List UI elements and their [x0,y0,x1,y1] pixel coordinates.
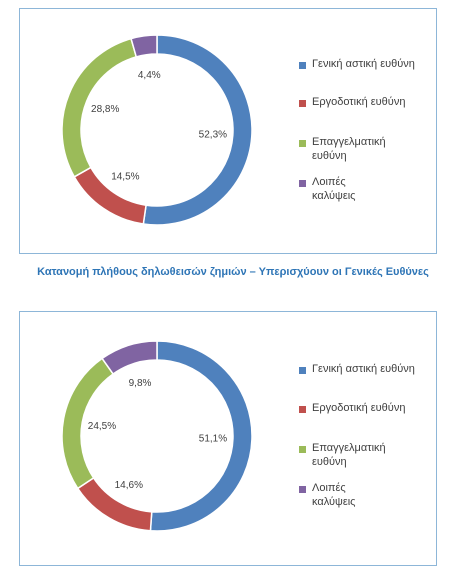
legend-item: Επαγγελματική ευθύνη [299,135,430,163]
slice-data-label: 51,1% [199,433,227,444]
legend-swatch [299,140,306,147]
slice-data-label: 9,8% [129,378,152,389]
legend-item: Γενική αστική ευθύνη [299,362,430,376]
legend-label-line: Επαγγελματική [312,442,386,454]
legend-swatch [299,446,306,453]
chart-caption: Κατανομή πλήθους δηλωθεισών ζημιών – Υπε… [37,266,429,278]
legend-label: Εργοδοτική ευθύνη [312,401,430,415]
legend-item: Λοιπές καλύψεις [299,175,430,203]
slice-data-label: 52,3% [199,130,227,141]
legend-label: Εργοδοτική ευθύνη [312,95,430,109]
legend-label-line: Λοιπές [312,176,346,188]
legend-label-line: Εργοδοτική ευθύνη [312,402,406,414]
legend-label-line: Επαγγελματική [312,136,386,148]
legend-label: Λοιπές καλύψεις [312,175,430,203]
legend-label-line: ευθύνη [312,150,347,162]
slice-data-label: 28,8% [91,104,119,115]
legend-item: Επαγγελματική ευθύνη [299,441,430,469]
donut-slice [101,340,158,376]
legend-label-line: καλύψεις [312,190,356,202]
legend-label-line: Γενική αστική ευθύνη [312,363,415,375]
legend-label-line: ευθύνη [312,456,347,468]
legend-swatch [299,486,306,493]
legend-item: Εργοδοτική ευθύνη [299,95,430,109]
legend-swatch [299,367,306,374]
legend-item: Γενική αστική ευθύνη [299,57,430,71]
legend-label-line: Λοιπές [312,482,346,494]
slice-data-label: 4,4% [138,70,161,81]
legend-label-line: Εργοδοτική ευθύνη [312,96,406,108]
slice-data-label: 14,6% [115,480,143,491]
legend-label-line: καλύψεις [312,496,356,508]
chart-panel-2: 51,1% 14,6% 24,5% 9,8% Γενική αστική ευθύνη… [19,311,437,566]
legend-swatch [299,406,306,413]
donut-slice [142,34,253,226]
donut-slice [130,34,158,58]
legend-label: Λοιπές καλύψεις [312,481,430,509]
legend-label: Επαγγελματική ευθύνη [312,135,430,163]
legend-swatch [299,100,306,107]
legend-label: Επαγγελματική ευθύνη [312,441,430,469]
donut-chart-2: 51,1% 14,6% 24,5% 9,8% [61,340,253,532]
slice-data-label: 14,5% [111,172,139,183]
slice-data-label: 24,5% [88,421,116,432]
donut-chart-1: 52,3% 14,5% 28,8% 4,4% [61,34,253,226]
legend-label-line: Γενική αστική ευθύνη [312,58,415,70]
legend-label: Γενική αστική ευθύνη [312,57,430,71]
legend-swatch [299,180,306,187]
legend-swatch [299,62,306,69]
legend-item: Εργοδοτική ευθύνη [299,401,430,415]
legend-label: Γενική αστική ευθύνη [312,362,430,376]
chart-panel-1: 52,3% 14,5% 28,8% 4,4% Γενική αστική ευθύνη… [19,8,437,254]
legend-item: Λοιπές καλύψεις [299,481,430,509]
